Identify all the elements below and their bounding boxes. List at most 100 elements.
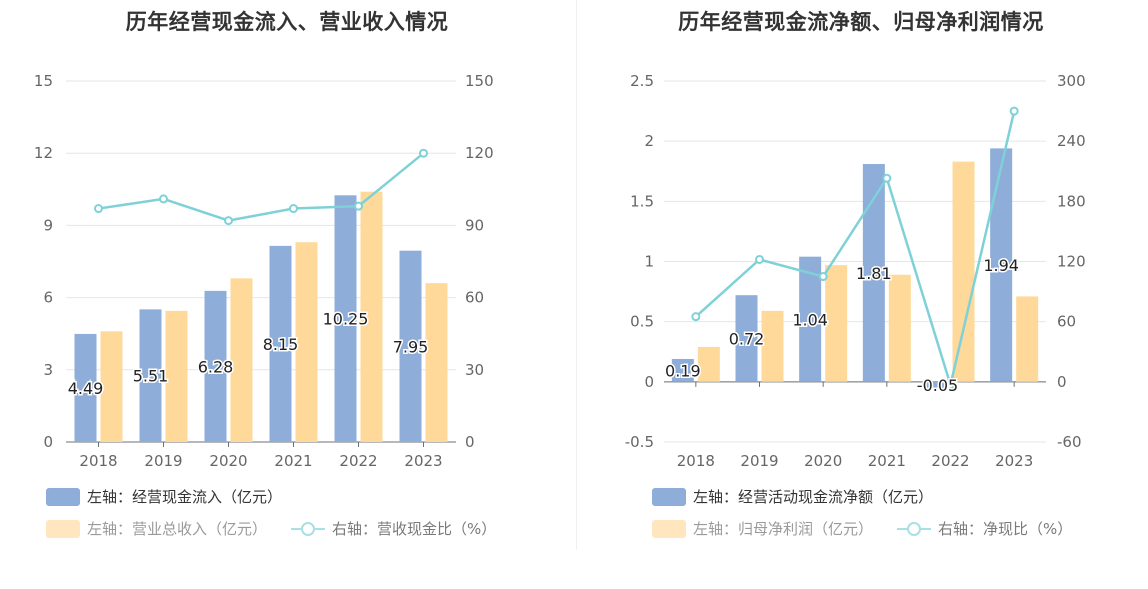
line-point [882,173,892,183]
legend-prefix: 右轴： [938,520,984,538]
y-left-tick-label: 0 [644,373,654,391]
bar-primary [74,333,97,442]
legend-prefix: 右轴： [332,520,378,538]
bar-primary [735,295,758,382]
legend-label: 营收现金比（%） [377,520,497,538]
legend-item-total-revenue[interactable]: 左轴： 营业总收入（亿元） [46,518,267,539]
line-series [98,152,425,222]
line-point [691,312,701,322]
legend-swatch-cash-inflow [46,487,80,506]
bar-secondary [165,310,188,442]
x-tick-label: 2018 [79,452,117,470]
y-right-tick-label: 60 [465,289,484,307]
legend-label: 营业总收入（亿元） [132,520,268,538]
legend-prefix: 左轴： [693,520,739,538]
chart-right: -0.5 0 0.5 1 1.5 2 2.5 -60 0 60 120 180 240 300 2018 20… [625,72,1086,470]
x-tick-label: 2020 [804,452,842,470]
y-right-tick-label: 0 [465,433,475,451]
y-left-tick-label: 1.5 [630,192,654,210]
bar-data-label: 1.94 [983,256,1019,275]
legend-row-1-right: 左轴： 经营活动现金流净额（亿元） [652,486,957,507]
bar-secondary [761,310,784,382]
legend-prefix: 左轴： [87,488,133,506]
bar-data-label: 0.72 [729,330,765,349]
bar-primary [139,309,162,442]
x-tick-label: 2022 [931,452,969,470]
bar-secondary [295,242,318,442]
bar-data-label: 6.28 [198,357,234,376]
y-left-tick-label: 9 [43,216,53,234]
bar-secondary [425,283,448,442]
panel-divider [576,0,577,550]
bar-data-label: 8.15 [263,335,299,354]
bar-secondary [1016,296,1039,382]
y-right-tick-label: 90 [465,216,484,234]
legend-label: 归母净利润（亿元） [738,520,874,538]
bar-primary [990,148,1013,382]
y-right-tick-label: 240 [1057,132,1086,150]
bar-data-label: 1.81 [856,264,892,283]
y-right-tick-label: 150 [465,72,494,90]
legend-swatch-operating-cash-net [652,487,686,506]
legend-row-1-left: 左轴： 经营现金流入（亿元） [46,486,306,507]
y-left-tick-label: 6 [43,289,53,307]
x-tick-label: 2021 [868,452,906,470]
x-tick-label: 2019 [144,452,182,470]
bar-primary [334,195,357,442]
chart-panel-left: 历年经营现金流入、营业收入情况 0 3 6 9 12 15 0 30 60 90 120 150 201… [0,0,574,560]
legend-row-2-left: 左轴： 营业总收入（亿元） 右轴： 营收现金比（%） [46,518,520,539]
y-left-tick-label: 15 [34,72,53,90]
bar-secondary [697,346,720,382]
line-point [94,204,103,214]
y-left-tick-label: 2.5 [630,72,654,90]
legend-item-cash-inflow[interactable]: 左轴： 经营现金流入（亿元） [46,486,282,507]
bar-secondary [888,274,911,382]
bar-data-label: -0.05 [917,376,958,395]
legend-row-2-right: 左轴： 归母净利润（亿元） 右轴： 净现比（%） [652,518,1096,539]
bar-primary [269,245,292,442]
y-right-tick-label: 300 [1057,72,1086,90]
bar-primary [799,256,822,382]
legend-item-net-cash-ratio[interactable]: 右轴： 净现比（%） [897,518,1072,539]
line-point [289,204,298,214]
y-left-tick-label: 0 [43,433,53,451]
bar-secondary [360,191,383,442]
legend-item-revenue-cash-ratio[interactable]: 右轴： 营收现金比（%） [291,518,496,539]
x-tick-label: 2023 [995,452,1033,470]
y-left-tick-label: 12 [34,144,53,162]
line-point [159,194,168,204]
x-tick-label: 2022 [339,452,377,470]
line-point [354,201,363,211]
line-point [224,216,233,226]
y-right-tick-label: 60 [1057,313,1076,331]
line-point [818,272,828,282]
bar-data-label: 0.19 [665,361,701,380]
bar-primary [399,250,422,442]
y-left-tick-label: 1 [644,253,654,271]
chart-title-right: 历年经营现金流净额、归母净利润情况 [678,10,1044,34]
line-point [755,254,764,264]
legend-prefix: 左轴： [87,520,133,538]
legend-item-operating-cash-net[interactable]: 左轴： 经营活动现金流净额（亿元） [652,486,933,507]
bar-secondary [825,265,848,382]
bar-data-label: 7.95 [393,337,429,356]
line-point [419,148,428,158]
legend-swatch-total-revenue [46,519,80,538]
bar-data-label: 10.25 [323,310,369,329]
x-tick-label: 2021 [274,452,312,470]
legend-swatch-net-profit [652,519,686,538]
legend-label: 净现比（%） [983,520,1073,538]
bar-primary [926,381,949,388]
legend-label: 经营活动现金流净额（亿元） [738,488,934,506]
y-left-tick-label: -0.5 [625,433,654,451]
y-right-tick-label: 120 [465,144,494,162]
legend-line-icon [291,520,326,538]
bar-primary [204,290,227,442]
legend-line-icon [897,520,932,538]
chart-panel-right: 历年经营现金流净额、归母净利润情况 -0.5 0 0.5 1 1.5 2 2.5 -60 0 60… [574,0,1148,560]
legend-item-net-profit[interactable]: 左轴： 归母净利润（亿元） [652,518,873,539]
bar-primary [862,164,885,382]
legend-label: 经营现金流入（亿元） [132,488,283,506]
line-point [1009,106,1019,116]
